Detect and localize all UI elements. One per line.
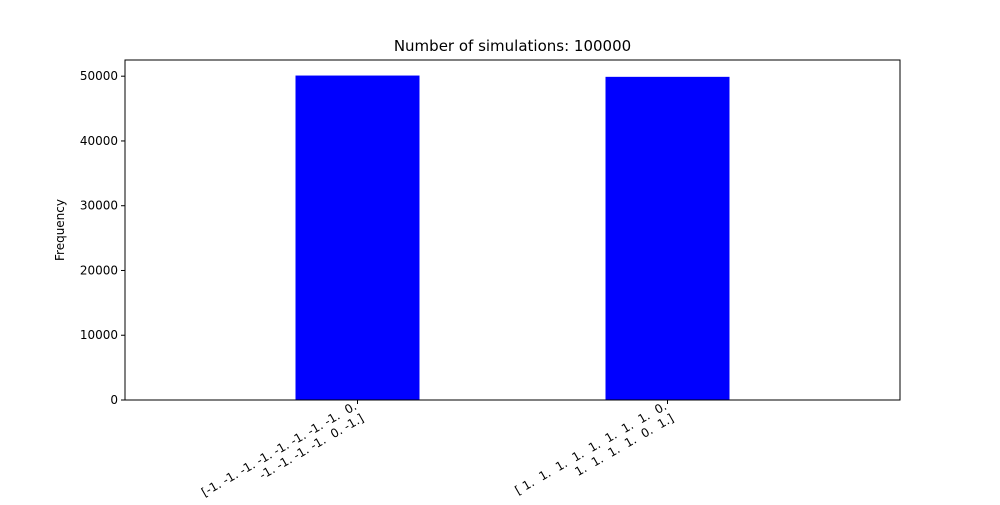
y-tick-label: 0 xyxy=(110,393,118,407)
y-tick-label: 40000 xyxy=(80,134,118,148)
plot-area-frame xyxy=(124,59,901,401)
x-tick-label-line: [ 1. 1. 1. 1. 1. 1. 1. 1. 0. xyxy=(513,399,669,497)
chart-title: Number of simulations: 100000 xyxy=(394,37,631,55)
y-axis-label: Frequency xyxy=(53,199,67,261)
x-axis: [-1. -1. -1. -1. -1. -1. -1. -1. 0. -1. … xyxy=(199,399,676,499)
y-tick-label: 50000 xyxy=(80,69,118,83)
y-tick-label: 20000 xyxy=(80,263,118,277)
x-tick-label: [-1. -1. -1. -1. -1. -1. -1. -1. 0. -1. … xyxy=(199,399,366,499)
x-tick-label: [ 1. 1. 1. 1. 1. 1. 1. 1. 0. 1. 1. 1. 1.… xyxy=(513,399,676,497)
y-axis: 0 10000 20000 30000 40000 50000 xyxy=(80,69,125,407)
y-tick-label: 10000 xyxy=(80,328,118,342)
bars-layer xyxy=(295,75,730,401)
bar-1 xyxy=(295,75,420,401)
x-tick-label-line: [-1. -1. -1. -1. -1. -1. -1. -1. 0. xyxy=(199,399,359,499)
y-tick-label: 30000 xyxy=(80,199,118,213)
bar-2 xyxy=(605,76,730,400)
